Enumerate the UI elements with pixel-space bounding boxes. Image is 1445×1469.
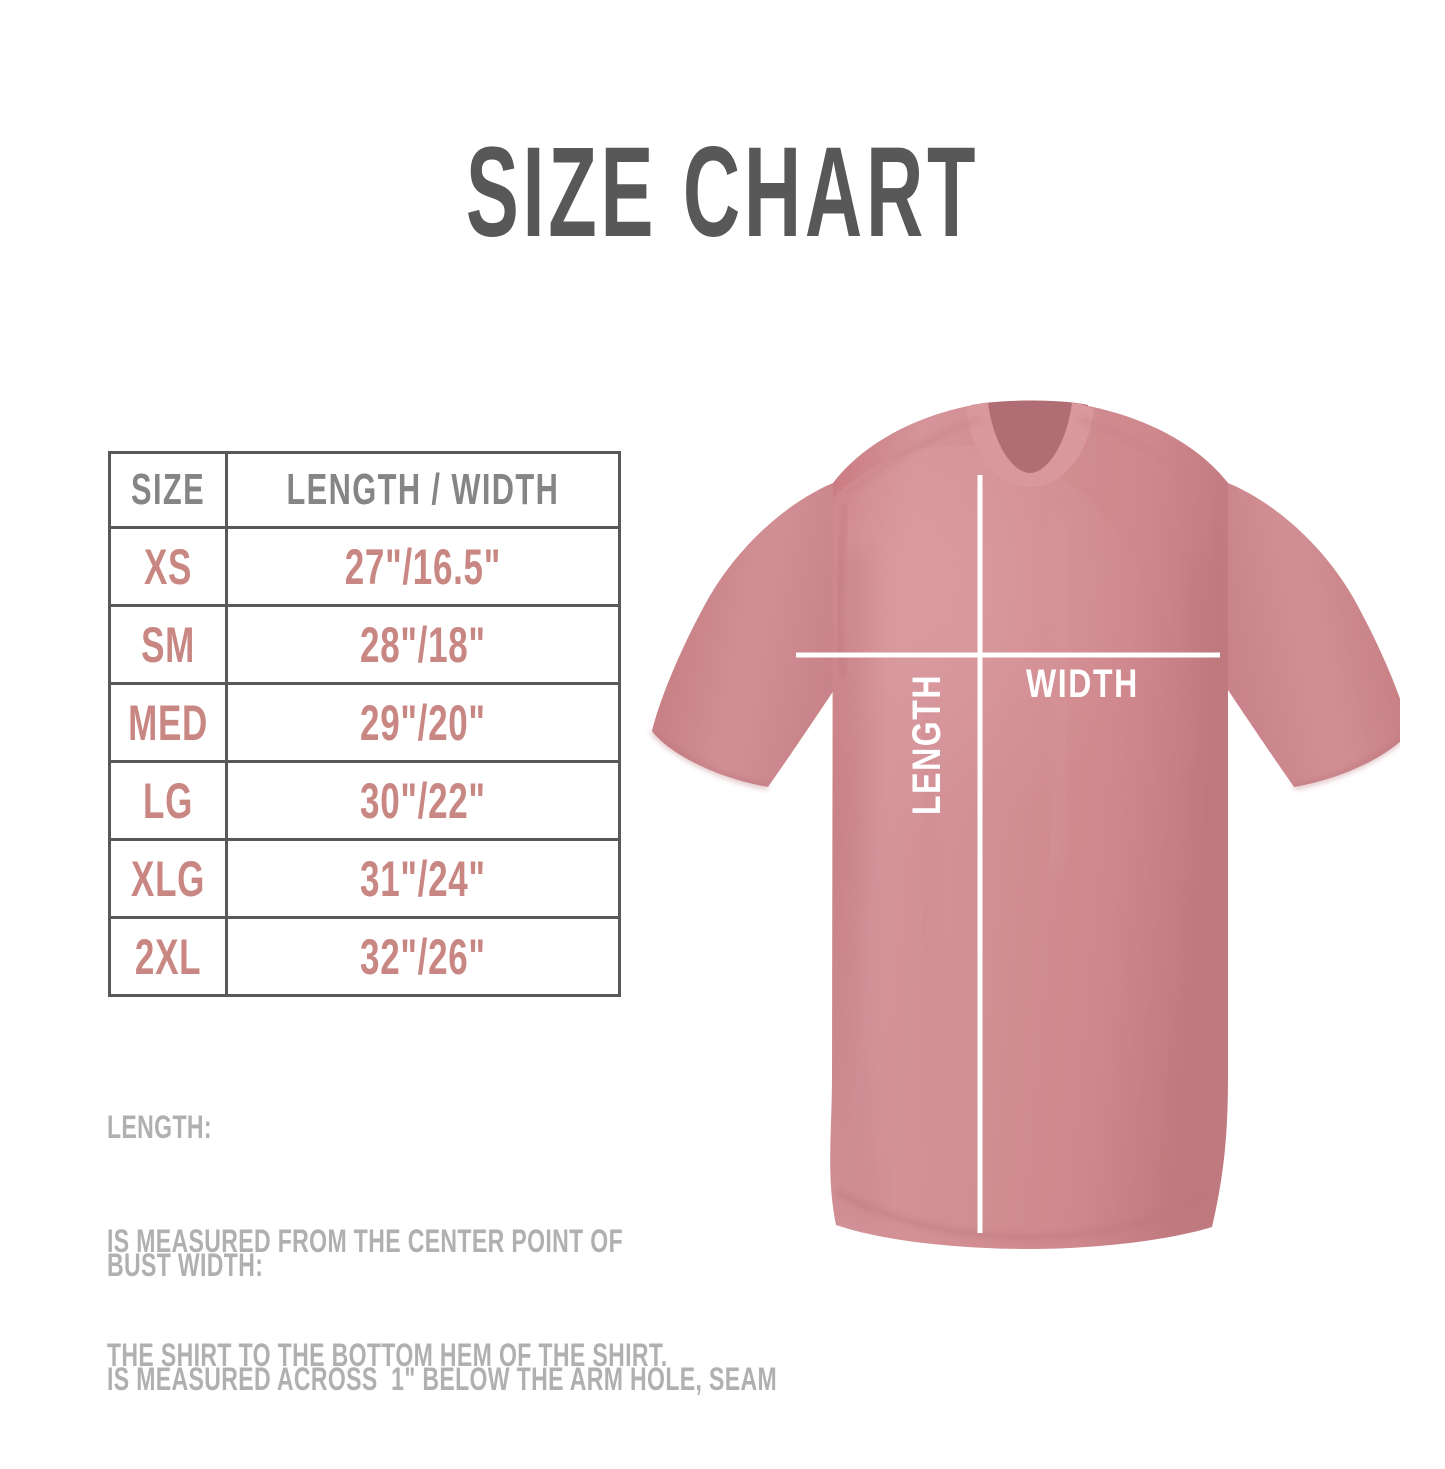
measurement-cell-lg: 30"/22" (225, 760, 621, 841)
length-note-line-2: THE SHIRT TO THE BOTTOM HEM OF THE SHIRT… (107, 1337, 668, 1373)
width-label: WIDTH (1026, 662, 1139, 706)
tshirt-svg (650, 400, 1400, 1249)
tshirt-fold-2 (1114, 674, 1144, 1156)
measurement-cell-xlg: 31"/24" (225, 838, 621, 919)
length-label: LENGTH (905, 673, 949, 815)
measurement-cell-med: 29"/20" (225, 682, 621, 763)
tshirt-left-sleeve (652, 483, 848, 787)
column-header-size-label: SIZE (131, 465, 206, 514)
table-row: XS 27"/16.5" (107, 526, 621, 607)
table-header-row: SIZE LENGTH / WIDTH (107, 451, 621, 529)
bust-width-note: BUST WIDTH: IS MEASURED ACROSS 1" BELOW … (107, 1170, 786, 1469)
measurement-cell-sm: 28"/18" (225, 604, 621, 685)
tshirt-collar-rib (966, 403, 1094, 487)
table-row: MED 29"/20" (107, 682, 621, 763)
tshirt-right-sleeve (1214, 483, 1400, 787)
length-note-line-1: IS MEASURED FROM THE CENTER POINT OF (107, 1223, 624, 1259)
table-row: SM 28"/18" (107, 604, 621, 685)
column-header-size: SIZE (107, 451, 229, 529)
column-header-measurement: LENGTH / WIDTH (225, 451, 621, 529)
tshirt-fold-1 (917, 704, 945, 1136)
measurement-cell-2xl: 32"/26" (225, 916, 621, 997)
length-note-heading: LENGTH: (107, 1109, 212, 1145)
size-cell-2xl: 2XL (107, 916, 229, 997)
page-title: SIZE CHART (465, 121, 980, 264)
tshirt-left-side-shadow (830, 555, 880, 1227)
table-row: XLG 31"/24" (107, 838, 621, 919)
size-table: SIZE LENGTH / WIDTH XS 27"/16.5" SM 28"/… (107, 451, 621, 997)
bust-note-line-1: IS MEASURED ACROSS 1" BELOW THE ARM HOLE… (107, 1361, 778, 1397)
bust-note-heading: BUST WIDTH: (107, 1247, 264, 1283)
tshirt-fold-3 (1043, 513, 1074, 876)
size-cell-med: MED (107, 682, 229, 763)
size-cell-sm: SM (107, 604, 229, 685)
tshirt-right-side-shadow (1172, 555, 1228, 1227)
measurement-cell-xs: 27"/16.5" (225, 526, 621, 607)
tshirt-illustration (600, 375, 1400, 1255)
size-cell-xlg: XLG (107, 838, 229, 919)
size-cell-xs: XS (107, 526, 229, 607)
tshirt-right-shoulder-seam (1079, 416, 1216, 497)
length-note: LENGTH: IS MEASURED FROM THE CENTER POIN… (107, 1032, 667, 1450)
tshirt-bottom-hem (834, 1188, 1214, 1241)
table-row: 2XL 32"/26" (107, 916, 621, 997)
tshirt-right-sleeve-hem (1293, 737, 1400, 790)
size-table-body: SIZE LENGTH / WIDTH XS 27"/16.5" SM 28"/… (107, 451, 621, 997)
tshirt-left-sleeve-hem (650, 729, 769, 790)
size-cell-lg: LG (107, 760, 229, 841)
tshirt-left-shoulder-seam (844, 416, 981, 497)
table-row: LG 30"/22" (107, 760, 621, 841)
column-header-measurement-label: LENGTH / WIDTH (286, 465, 560, 514)
